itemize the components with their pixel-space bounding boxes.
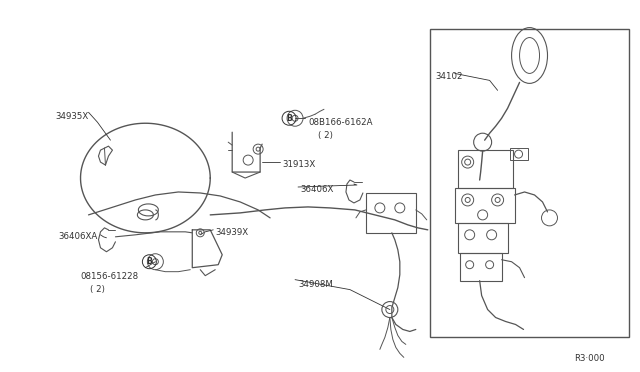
Text: ( 2): ( 2) [90,285,106,294]
Text: ( 2): ( 2) [318,131,333,140]
Text: 36406XA: 36406XA [59,232,98,241]
Text: R3·000: R3·000 [575,355,605,363]
Bar [454,188,515,223]
Bar [509,148,527,160]
Text: 31913X: 31913X [282,160,316,169]
Text: 34908M: 34908M [298,280,333,289]
Text: 34935X: 34935X [56,112,89,121]
Bar [460,253,502,280]
Text: 08B166-6162A: 08B166-6162A [308,118,372,127]
Text: 34939X: 34939X [215,228,248,237]
Text: B: B [286,114,292,123]
Bar [458,150,513,188]
Text: 36406X: 36406X [300,185,333,194]
Bar [458,223,508,253]
Bar [366,193,416,233]
Text: 34102: 34102 [436,73,463,81]
Bar [430,29,629,337]
Text: 08156-61228: 08156-61228 [81,272,139,281]
Text: B: B [147,257,152,266]
